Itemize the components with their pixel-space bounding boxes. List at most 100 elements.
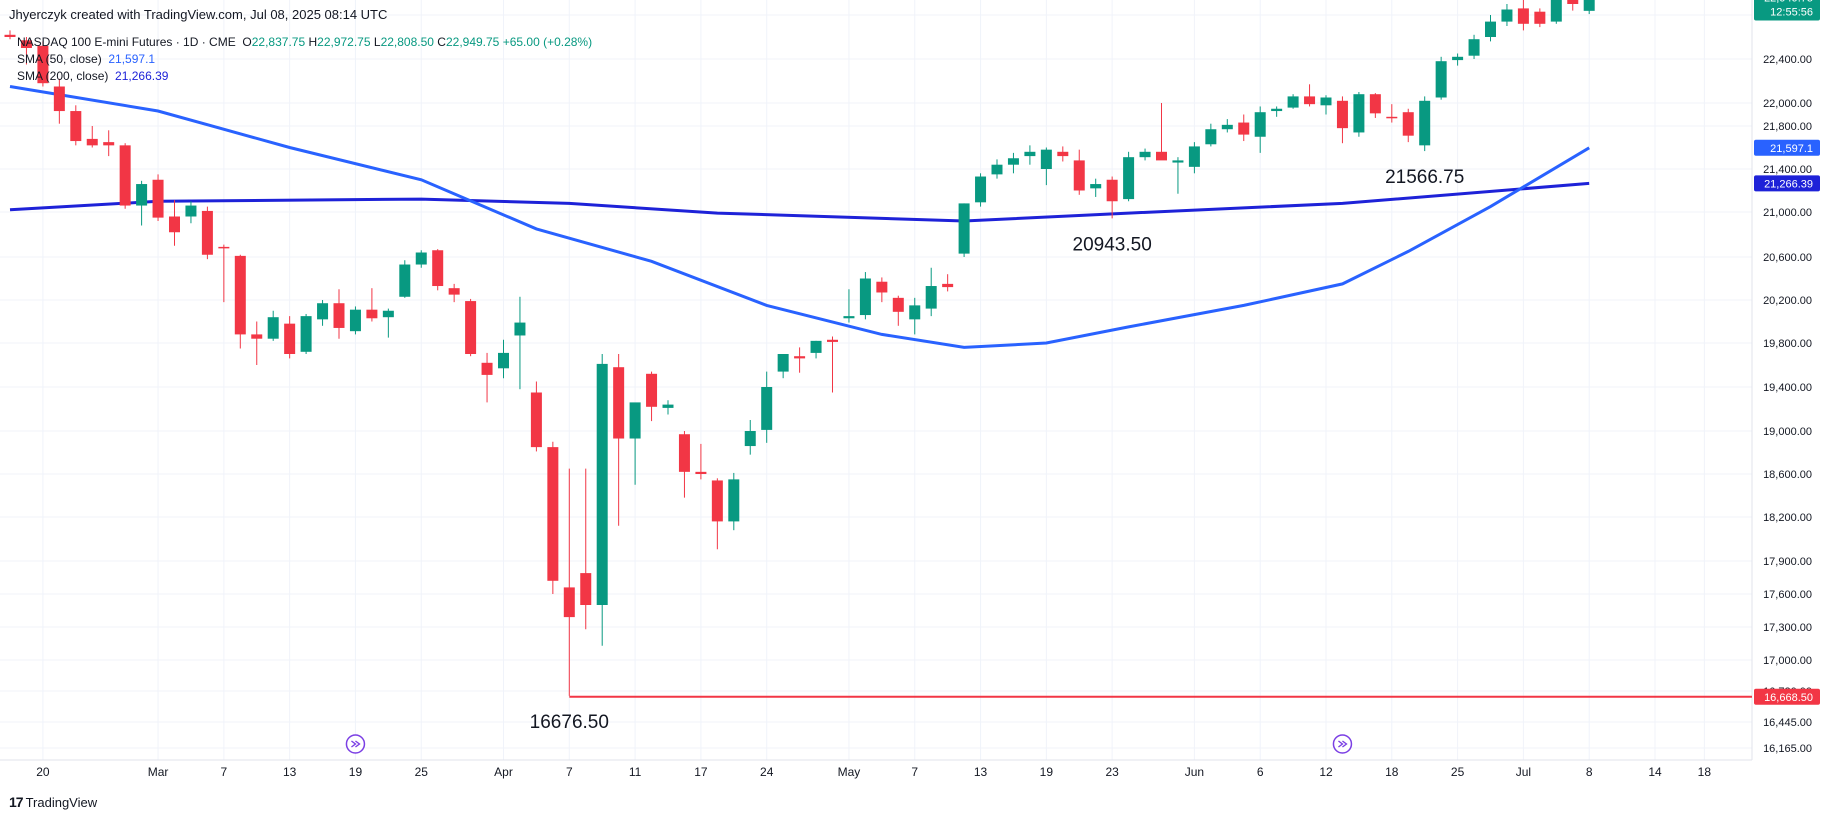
tradingview-brand[interactable]: 17 TradingView bbox=[9, 794, 97, 810]
legend-high: 22,972.75 bbox=[317, 35, 371, 49]
legend-sma50-value: 21,597.1 bbox=[108, 52, 156, 66]
price-axis-label: 19,400.00 bbox=[1763, 382, 1812, 394]
legend-sma200-label: SMA (200, close) bbox=[17, 69, 109, 83]
candle-body bbox=[1287, 96, 1299, 108]
candle-body bbox=[810, 340, 822, 353]
legend-sma200-row[interactable]: SMA (200, close) 21,266.39 bbox=[17, 68, 592, 85]
candle-body bbox=[613, 367, 625, 439]
candle-body bbox=[234, 255, 246, 335]
candle-body bbox=[284, 323, 296, 354]
candle-body bbox=[1221, 124, 1233, 130]
candle-body bbox=[1501, 9, 1513, 22]
earnings-arrow-glyph bbox=[1338, 740, 1348, 748]
candle-body bbox=[1320, 97, 1332, 106]
time-axis-label: 8 bbox=[1586, 765, 1593, 779]
candle-body bbox=[1353, 94, 1365, 133]
legend-sma50-row[interactable]: SMA (50, close) 21,597.1 bbox=[17, 51, 592, 68]
sma200-line bbox=[9, 181, 1590, 223]
candle-body bbox=[843, 316, 855, 319]
time-axis-label: 17 bbox=[694, 765, 708, 779]
time-axis-label: 14 bbox=[1648, 765, 1662, 779]
time-axis-label: 7 bbox=[911, 765, 918, 779]
candle-body bbox=[317, 303, 329, 320]
price-axis-label: 17,300.00 bbox=[1763, 622, 1812, 634]
candle-body bbox=[1271, 108, 1283, 112]
candle-body bbox=[892, 297, 904, 312]
price-axis-label: 21,000.00 bbox=[1763, 207, 1812, 219]
candle-body bbox=[1188, 146, 1200, 167]
candle-body bbox=[1336, 100, 1348, 129]
candle-body bbox=[86, 138, 98, 146]
candle-body bbox=[1205, 129, 1217, 145]
legend-close: 22,949.75 bbox=[445, 35, 500, 49]
time-axis-label: 7 bbox=[566, 765, 573, 779]
legend-change: +65.00 (+0.28%) bbox=[502, 35, 593, 49]
price-annotation: 20943.50 bbox=[1073, 234, 1152, 255]
price-axis-label: 18,200.00 bbox=[1763, 512, 1812, 524]
candle-body bbox=[975, 176, 987, 203]
price-axis-label: 20,600.00 bbox=[1763, 252, 1812, 264]
time-axis-label: Jul bbox=[1516, 765, 1531, 779]
candle-body bbox=[629, 402, 641, 439]
time-axis-label: Jun bbox=[1185, 765, 1204, 779]
sma50-price-tag-bg bbox=[1754, 139, 1820, 156]
price-axis-label: 19,800.00 bbox=[1763, 338, 1812, 350]
time-axis-label: 12 bbox=[1319, 765, 1333, 779]
candle-body bbox=[1106, 179, 1118, 202]
time-axis-label: 25 bbox=[415, 765, 429, 779]
candle-body bbox=[70, 111, 82, 142]
legend-sma200-value: 21,266.39 bbox=[115, 69, 169, 83]
candle-body bbox=[646, 373, 658, 407]
candle-body bbox=[136, 184, 148, 206]
candle-body bbox=[169, 216, 180, 233]
candle-body bbox=[1254, 112, 1266, 137]
last-price-tag: 22,949.75 bbox=[1764, 0, 1813, 5]
sma50-line bbox=[9, 85, 1590, 349]
sma200-price-tag-bg bbox=[1754, 175, 1820, 192]
candle-body bbox=[333, 303, 345, 328]
legend-open: 22,837.75 bbox=[251, 35, 306, 49]
candle-body bbox=[547, 447, 559, 581]
candle-body bbox=[827, 339, 838, 342]
candle-body bbox=[958, 203, 970, 254]
candle-body bbox=[925, 286, 937, 309]
candle-body bbox=[777, 354, 789, 372]
price-axis-label: 22,400.00 bbox=[1763, 54, 1812, 66]
candle-body bbox=[1238, 122, 1250, 135]
candle-body bbox=[991, 164, 1003, 175]
legend-h-label: H bbox=[308, 35, 318, 49]
candle-body bbox=[1156, 151, 1167, 161]
candle-body bbox=[1369, 94, 1381, 114]
candle-body bbox=[909, 305, 921, 320]
tradingview-logo-icon: 17 bbox=[9, 794, 24, 810]
candle-body bbox=[1123, 157, 1135, 200]
candle-body bbox=[1485, 21, 1496, 37]
candle-body bbox=[251, 334, 263, 339]
legend-low: 22,808.50 bbox=[380, 35, 434, 49]
legend-sma50-label: SMA (50, close) bbox=[17, 52, 102, 66]
candle-body bbox=[1040, 149, 1052, 169]
candle-body bbox=[382, 310, 394, 318]
candle-body bbox=[267, 317, 279, 339]
time-axis-label: 18 bbox=[1385, 765, 1399, 779]
price-axis-label: 22,000.00 bbox=[1763, 98, 1812, 110]
candle-body bbox=[1468, 39, 1480, 56]
chart-legend: NASDAQ 100 E-mini Futures · 1D · CME O22… bbox=[17, 34, 592, 85]
candle-body bbox=[1139, 151, 1151, 158]
candle-body bbox=[859, 278, 871, 316]
candle-body bbox=[580, 573, 592, 605]
earnings-arrow-glyph bbox=[351, 740, 361, 748]
candle-body bbox=[53, 86, 65, 112]
legend-c-label: C bbox=[437, 35, 446, 49]
time-axis-label: Apr bbox=[494, 765, 513, 779]
candle-body bbox=[1007, 158, 1019, 165]
candle-body bbox=[1567, 0, 1579, 4]
sma50-price-tag: 21,597.1 bbox=[1770, 143, 1813, 155]
price-axis-label: 21,400.00 bbox=[1763, 164, 1812, 176]
candle-body bbox=[20, 40, 32, 48]
candle-body bbox=[119, 145, 131, 206]
time-axis-label: 7 bbox=[221, 765, 228, 779]
sma200-price-tag: 21,266.39 bbox=[1764, 178, 1813, 190]
time-axis-label: 20 bbox=[36, 765, 50, 779]
